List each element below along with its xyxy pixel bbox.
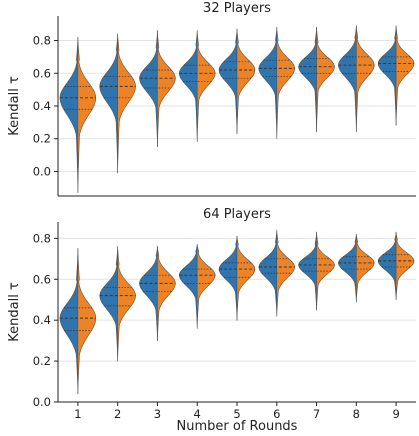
violin-right-half [236,28,256,134]
y-tick-label: 0.2 [33,132,51,146]
violin-right-half [157,246,176,341]
x-tick-label: 2 [114,407,121,421]
panel-title: 64 Players [203,207,271,222]
panel-1: 0.0 0.2 0.4 0.6 0.8 32 Players Kendall τ [7,1,416,197]
violin-left-half [338,25,357,133]
violin-right-half [117,33,136,174]
violin-right-half [316,27,335,133]
violin-left-half [298,27,317,133]
panel-title: 32 Players [203,1,271,16]
violin-left-half [338,233,357,303]
violin-right-half [276,27,295,139]
y-tick-label: 0.6 [33,66,51,80]
x-tick-label: 9 [392,407,399,421]
violin-left-half [218,28,238,134]
violin-left-half [377,25,397,126]
violin-right-half [77,248,97,395]
y-tick-label: 0.8 [33,231,51,245]
x-tick-label: 3 [154,407,161,421]
y-axis-label: Kendall τ [7,282,22,342]
violin-right-half [196,30,216,143]
y-tick-label: 0.6 [33,272,51,286]
x-tick-label: 7 [313,407,320,421]
x-tick-label: 1 [74,407,81,421]
violin-right-half [395,25,415,126]
y-axis-label: Kendall τ [7,76,22,136]
violin-left-half [139,246,158,341]
violin-right-half [117,246,136,362]
violin-left-half [179,30,198,143]
violin-right-half [356,233,375,303]
violin-left-half [298,231,317,311]
x-tick-label: 8 [353,407,360,421]
violin-right-half [196,244,216,329]
violin-left-half [139,30,158,147]
violin-right-half [77,36,97,193]
y-tick-label: 0.4 [33,313,51,327]
y-tick-label: 0.8 [33,34,51,48]
y-tick-label: 0.2 [33,354,51,368]
x-axis-label: Number of Rounds [177,419,298,434]
violin-right-half [316,231,335,310]
violin-right-half [395,231,415,301]
violin-left-half [99,33,118,174]
violin-left-half [59,36,79,193]
violin-left-half [377,231,397,301]
violin-right-half [356,25,375,133]
x-tick-label: 6 [273,407,280,421]
violin-left-half [59,248,79,395]
x-tick-label: 4 [194,407,201,421]
y-tick-label: 0.0 [33,164,51,178]
violin-right-half [157,30,176,147]
violin-left-half [99,246,118,362]
panel-2: 0.0 0.2 0.4 0.6 0.8 64 Players Kendall τ [7,207,416,409]
y-tick-label: 0.4 [33,99,51,113]
violin-left-half [258,27,278,139]
violin-left-half [179,244,198,329]
x-tick-label: 5 [233,407,240,421]
violin-right-half [236,236,256,321]
y-tick-label: 0.0 [33,395,51,409]
violin-left-half [218,236,238,321]
